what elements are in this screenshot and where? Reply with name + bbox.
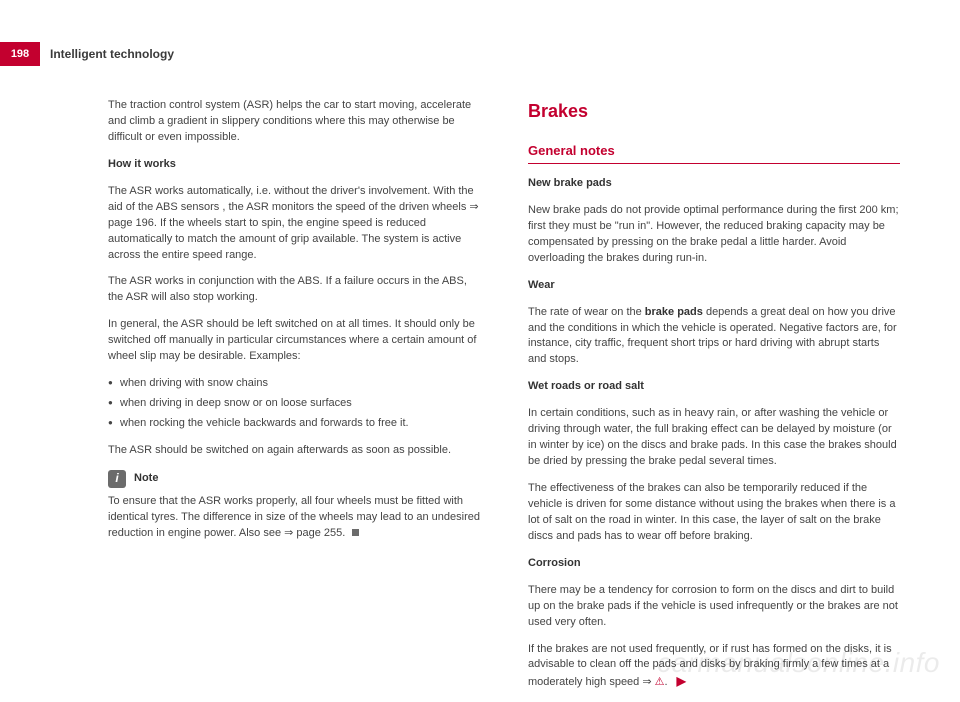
wet-roads-p2: The effectiveness of the brakes can also… — [528, 481, 900, 545]
wear-bold: brake pads — [645, 306, 703, 318]
wear-heading: Wear — [528, 278, 900, 294]
list-item: when rocking the vehicle backwards and f… — [108, 416, 480, 432]
heading-rule — [528, 163, 900, 164]
page-number-tab: 198 — [0, 42, 40, 66]
how-it-works-p3: In general, the ASR should be left switc… — [108, 317, 480, 365]
wet-roads-heading: Wet roads or road salt — [528, 379, 900, 395]
how-it-works-heading: How it works — [108, 157, 480, 173]
info-icon: i — [108, 470, 126, 488]
wear-pre: The rate of wear on the — [528, 306, 645, 318]
wear-body: The rate of wear on the brake pads depen… — [528, 305, 900, 369]
watermark-text: carmanualsonline.info — [657, 647, 940, 679]
how-it-works-p2: The ASR works in conjunction with the AB… — [108, 274, 480, 306]
right-column: Brakes General notes New brake pads New … — [528, 98, 900, 702]
list-item: when driving in deep snow or on loose su… — [108, 396, 480, 412]
end-of-section-icon — [352, 529, 359, 536]
note-body: To ensure that the ASR works properly, a… — [108, 494, 480, 542]
page-number: 198 — [11, 48, 29, 60]
after-bullets-paragraph: The ASR should be switched on again afte… — [108, 443, 480, 459]
new-brake-pads-body: New brake pads do not provide optimal pe… — [528, 203, 900, 267]
left-column: The traction control system (ASR) helps … — [108, 98, 480, 702]
how-it-works-p1: The ASR works automatically, i.e. withou… — [108, 184, 480, 264]
list-item: when driving with snow chains — [108, 376, 480, 392]
new-brake-pads-heading: New brake pads — [528, 176, 900, 192]
general-notes-heading: General notes — [528, 142, 900, 161]
note-label: Note — [134, 471, 158, 487]
note-text: To ensure that the ASR works properly, a… — [108, 495, 480, 539]
note-heading-row: i Note — [108, 470, 480, 488]
corrosion-p1: There may be a tendency for corrosion to… — [528, 583, 900, 631]
corrosion-heading: Corrosion — [528, 556, 900, 572]
page-title: Intelligent technology — [50, 47, 174, 61]
brakes-heading: Brakes — [528, 98, 900, 124]
wet-roads-p1: In certain conditions, such as in heavy … — [528, 406, 900, 470]
examples-list: when driving with snow chains when drivi… — [108, 376, 480, 432]
content-area: The traction control system (ASR) helps … — [108, 98, 900, 702]
intro-paragraph: The traction control system (ASR) helps … — [108, 98, 480, 146]
